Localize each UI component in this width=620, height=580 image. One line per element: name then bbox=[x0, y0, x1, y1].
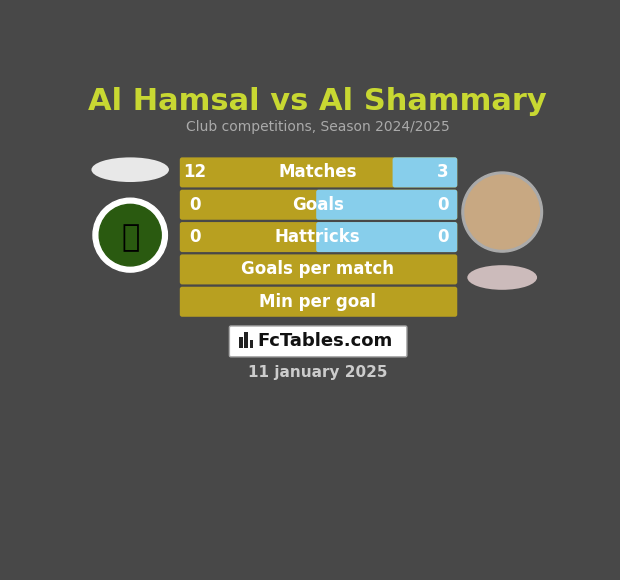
Text: Goals per match: Goals per match bbox=[241, 260, 394, 278]
Text: Matches: Matches bbox=[278, 164, 357, 182]
Text: Min per goal: Min per goal bbox=[259, 293, 376, 311]
FancyBboxPatch shape bbox=[229, 326, 407, 357]
Text: 11 january 2025: 11 january 2025 bbox=[248, 365, 388, 380]
FancyBboxPatch shape bbox=[392, 157, 458, 187]
FancyBboxPatch shape bbox=[180, 222, 458, 252]
Text: Hattricks: Hattricks bbox=[275, 228, 361, 246]
Ellipse shape bbox=[467, 265, 537, 290]
Circle shape bbox=[462, 172, 542, 252]
Ellipse shape bbox=[92, 157, 169, 182]
Bar bbox=[249, 340, 254, 347]
Text: 0: 0 bbox=[436, 228, 448, 246]
Text: Goals: Goals bbox=[292, 195, 343, 214]
FancyBboxPatch shape bbox=[180, 157, 458, 187]
FancyBboxPatch shape bbox=[316, 190, 458, 220]
Text: Club competitions, Season 2024/2025: Club competitions, Season 2024/2025 bbox=[186, 121, 450, 135]
Text: 0: 0 bbox=[188, 195, 200, 214]
Circle shape bbox=[99, 204, 161, 266]
Text: 3: 3 bbox=[436, 164, 448, 182]
Text: FcTables.com: FcTables.com bbox=[257, 332, 392, 350]
FancyBboxPatch shape bbox=[180, 255, 458, 284]
Text: 12: 12 bbox=[183, 164, 206, 182]
FancyBboxPatch shape bbox=[180, 287, 458, 317]
Text: Al Hamsal vs Al Shammary: Al Hamsal vs Al Shammary bbox=[89, 88, 547, 117]
FancyBboxPatch shape bbox=[180, 190, 458, 220]
Bar bbox=[239, 337, 242, 347]
Text: 0: 0 bbox=[188, 228, 200, 246]
Text: 🦅: 🦅 bbox=[121, 223, 140, 252]
Text: 0: 0 bbox=[436, 195, 448, 214]
FancyBboxPatch shape bbox=[316, 222, 458, 252]
Circle shape bbox=[93, 198, 167, 272]
Bar bbox=[244, 332, 248, 347]
Circle shape bbox=[465, 175, 539, 249]
